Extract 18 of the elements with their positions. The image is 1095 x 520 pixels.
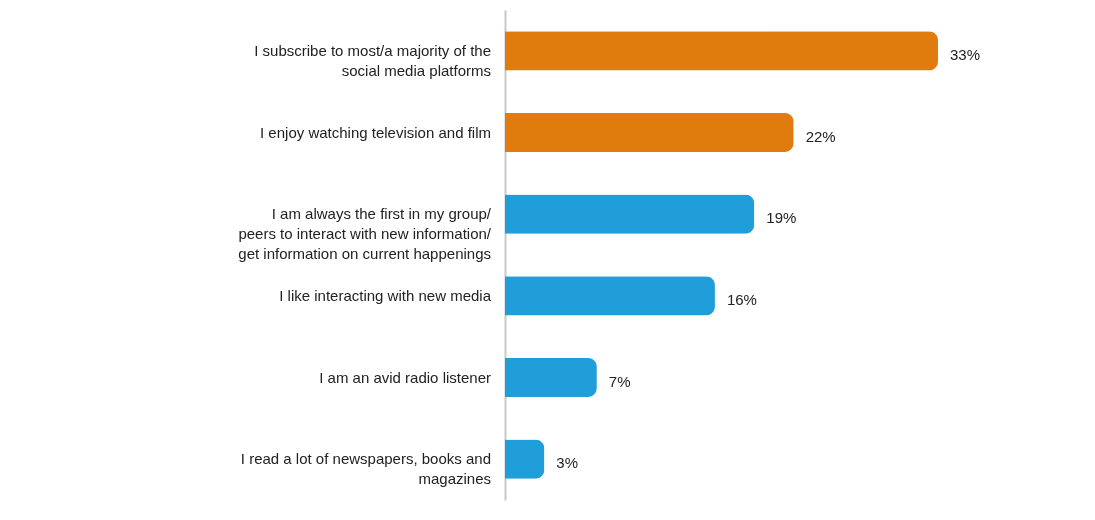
- bar: [505, 31, 938, 71]
- data-label: 7%: [608, 372, 631, 390]
- y-tick-label: I enjoy watching television and film: [260, 123, 491, 141]
- data-label: 16%: [726, 290, 757, 308]
- data-label: 3%: [556, 454, 579, 472]
- bar: [505, 357, 597, 398]
- y-tick-label: I am always the first in my group/ peers to interact with new information/ get information on current happenings: [238, 205, 492, 263]
- bar: [505, 276, 715, 316]
- y-tick-label: I like interacting with new media: [279, 286, 492, 304]
- bar: [505, 194, 755, 234]
- y-tick-label: I read a lot of newspapers, books and magazines: [240, 450, 491, 488]
- data-label: 22%: [805, 127, 836, 145]
- bar: [505, 439, 545, 479]
- data-label: 19%: [766, 209, 797, 227]
- bar: [505, 112, 794, 153]
- y-tick-label: I subscribe to most/a majority of the social media platforms: [254, 41, 491, 79]
- data-label: 33%: [950, 45, 981, 63]
- y-tick-label: I am an avid radio listener: [319, 368, 491, 386]
